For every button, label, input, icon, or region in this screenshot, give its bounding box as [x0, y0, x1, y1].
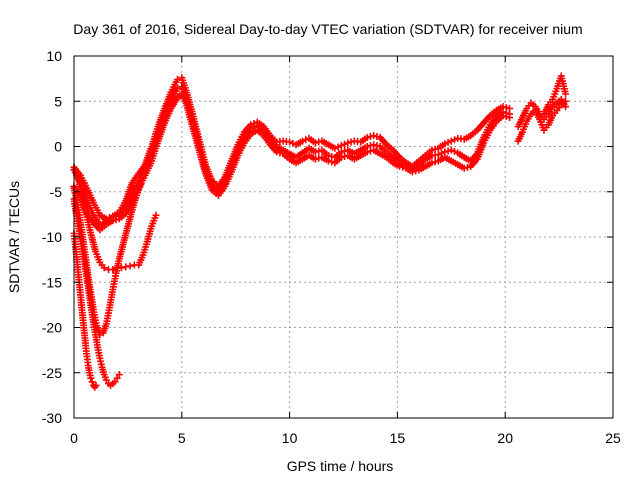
y-tick-labels: -30 -25 -20 -15 -10 -5 0 5 10	[42, 48, 62, 426]
data-points	[70, 72, 570, 391]
data-point	[115, 371, 123, 379]
data-point	[408, 168, 416, 176]
series-arc-6	[70, 195, 123, 389]
series-arc-10	[536, 72, 570, 123]
data-point	[366, 133, 374, 141]
data-point	[299, 137, 307, 145]
data-point	[370, 132, 378, 140]
data-point	[331, 144, 339, 152]
data-point	[341, 140, 349, 148]
data-point	[396, 162, 404, 170]
y-tick-label: 5	[54, 93, 62, 109]
y-tick-label: -10	[42, 229, 62, 245]
data-point	[373, 142, 381, 150]
data-point	[399, 163, 407, 171]
data-point	[311, 148, 319, 156]
data-point	[87, 374, 95, 382]
data-point	[344, 139, 352, 147]
data-point	[506, 114, 514, 122]
data-point	[347, 138, 355, 146]
x-tick-label: 20	[497, 430, 513, 446]
data-point	[447, 146, 455, 154]
x-tick-label: 10	[282, 430, 298, 446]
data-point	[102, 376, 110, 384]
x-tick-label: 25	[605, 430, 621, 446]
series-arc-3	[70, 90, 514, 234]
y-tick-label: -20	[42, 320, 62, 336]
x-tick-label: 15	[390, 430, 406, 446]
data-point	[122, 263, 130, 271]
data-point	[451, 136, 459, 144]
data-point	[363, 148, 371, 156]
data-point	[441, 140, 449, 148]
series-arc-7	[70, 229, 100, 391]
data-point	[328, 158, 336, 166]
data-point	[111, 378, 119, 386]
data-point	[137, 181, 145, 189]
data-point	[337, 142, 345, 150]
data-point	[460, 164, 468, 172]
y-tick-label: -25	[42, 365, 62, 381]
data-point	[499, 112, 507, 120]
y-tick-label: -5	[50, 184, 63, 200]
data-point	[447, 137, 455, 145]
data-point	[315, 147, 323, 155]
series-arc-4	[70, 163, 160, 274]
data-point	[463, 163, 471, 171]
axis-ticks	[73, 55, 614, 419]
y-tick-label: -15	[42, 274, 62, 290]
data-point	[88, 378, 96, 386]
y-tick-label: 0	[54, 139, 62, 155]
data-point	[311, 155, 319, 163]
x-tick-label: 0	[70, 430, 78, 446]
data-point	[273, 148, 281, 156]
data-point	[337, 153, 345, 161]
data-point	[502, 113, 510, 121]
data-point	[412, 167, 420, 175]
data-point	[428, 159, 436, 167]
data-point	[562, 90, 570, 98]
data-point	[431, 145, 439, 153]
data-point	[109, 266, 117, 274]
data-point	[276, 149, 284, 157]
y-tick-label: 10	[46, 48, 62, 64]
data-point	[334, 143, 342, 151]
data-point	[562, 103, 570, 111]
data-point	[324, 157, 332, 165]
data-point	[92, 381, 100, 389]
chart-title: Day 361 of 2016, Sidereal Day-to-day VTE…	[73, 21, 582, 37]
data-point	[311, 139, 319, 147]
data-point	[434, 151, 442, 159]
data-point	[431, 158, 439, 166]
data-point	[363, 133, 371, 141]
y-tick-label: -30	[42, 410, 62, 426]
data-point	[152, 211, 160, 219]
data-point	[444, 138, 452, 146]
data-point	[112, 216, 120, 224]
data-point	[173, 85, 181, 93]
y-axis-title: SDTVAR / TECUs	[6, 181, 22, 293]
data-point	[438, 149, 446, 157]
data-point	[286, 138, 294, 146]
data-point	[100, 264, 108, 272]
data-point	[451, 147, 459, 155]
data-point	[113, 374, 121, 382]
x-tick-label: 5	[178, 430, 186, 446]
x-tick-labels: 0 5 10 15 20 25	[70, 430, 621, 446]
data-point	[373, 133, 381, 141]
x-axis-title: GPS time / hours	[287, 458, 394, 474]
data-point	[126, 262, 134, 270]
data-point	[444, 147, 452, 155]
data-point	[109, 217, 117, 225]
